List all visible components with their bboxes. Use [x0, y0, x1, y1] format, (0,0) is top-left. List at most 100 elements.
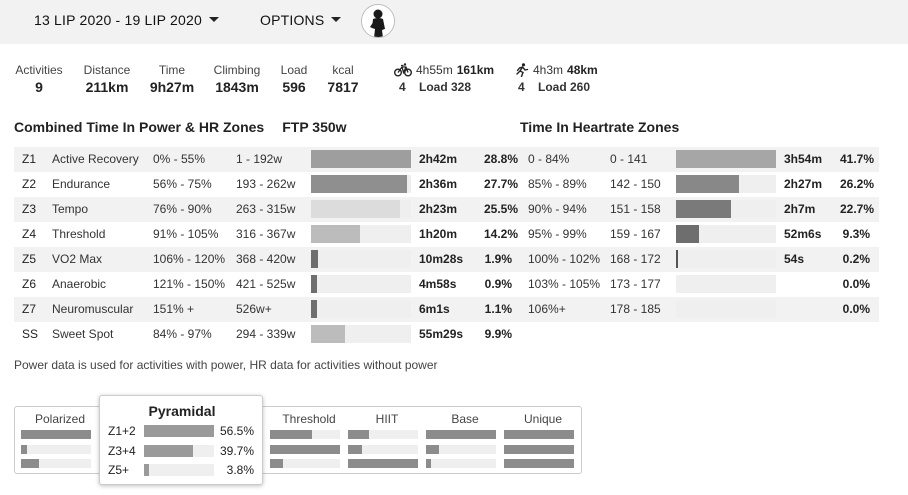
zone-percent: 28.8%: [484, 152, 519, 166]
model-bar: [21, 445, 91, 454]
model-bar-fill: [270, 459, 283, 468]
hr-zone-time: 52m6s: [784, 227, 822, 241]
pyramidal-row-value: 39.7%: [220, 444, 255, 458]
zone-name: Threshold: [52, 227, 106, 241]
zone-watts: 526w+: [236, 302, 272, 316]
stat-kcal: kcal 7817: [326, 63, 360, 95]
model-bar-fill: [348, 430, 369, 439]
hr-zone-time: 2h27m: [784, 177, 823, 191]
hr-zone-bpm: 173 - 177: [610, 277, 661, 291]
athlete-avatar[interactable]: [361, 4, 395, 38]
stat-activities: Activities 9: [14, 63, 64, 95]
hr-zone-time-bar-fill: [676, 200, 731, 218]
zone-row: Z6 Anaerobic 121% - 150% 421 - 525w 4m58s 0.9…: [14, 272, 879, 297]
chevron-down-icon: [208, 17, 219, 22]
hr-zone-percent: 41.7%: [840, 152, 875, 166]
zone-id: Z5: [22, 252, 37, 266]
hr-zone-time: 3h54m: [784, 152, 823, 166]
model-bar: [348, 445, 418, 454]
zone-time-bar: [311, 300, 411, 318]
zone-time-bar-fill: [311, 225, 360, 243]
hr-zone-bpm: 178 - 185: [610, 302, 661, 316]
zone-time: 2h42m: [419, 152, 458, 166]
date-range-label: 13 LIP 2020 - 19 LIP 2020: [34, 12, 202, 28]
run-duration: 4h3m: [533, 63, 564, 77]
hr-zone-pct: 0 - 84%: [528, 152, 570, 166]
model-name: HIIT: [375, 412, 399, 426]
hr-zone-time-bar: [676, 250, 776, 268]
zone-name: Endurance: [52, 177, 111, 191]
hr-zone-bpm: 151 - 158: [610, 202, 661, 216]
hr-zone-percent: 0.2%: [842, 252, 870, 266]
zone-time: 10m28s: [419, 252, 464, 266]
pyramidal-row: Z1+2 56.5%: [100, 424, 264, 438]
ride-load: Load 328: [419, 80, 472, 94]
power-data-note: Power data is used for activities with p…: [14, 358, 438, 372]
zone-name: Tempo: [52, 202, 89, 216]
zone-percent: 1.9%: [484, 252, 512, 266]
hr-zone-time-bar-fill: [676, 175, 739, 193]
zone-id: SS: [22, 327, 39, 341]
power-zones-heading: Combined Time In Power & HR Zones: [14, 119, 265, 135]
zone-percent: 9.9%: [484, 327, 512, 341]
hr-zone-time-bar: [676, 200, 776, 218]
date-range-dropdown[interactable]: 13 LIP 2020 - 19 LIP 2020: [34, 12, 219, 28]
pyramidal-row: Z3+4 39.7%: [100, 444, 264, 458]
zone-row: Z2 Endurance 56% - 75% 193 - 262w 2h36m 27.7%…: [14, 172, 879, 197]
hr-zone-pct: 100% - 102%: [528, 252, 601, 266]
zone-power-pct: 151% +: [153, 302, 195, 316]
hr-zone-pct: 95% - 99%: [528, 227, 587, 241]
model-bar: [21, 430, 91, 439]
zone-time-bar: [311, 225, 411, 243]
stat-label: Climbing: [213, 63, 261, 77]
zone-watts: 193 - 262w: [236, 177, 296, 191]
zone-percent: 27.7%: [484, 177, 519, 191]
model-bar: [348, 459, 418, 468]
hr-zone-time: 2h7m: [784, 202, 816, 216]
ride-distance: 161km: [456, 63, 495, 77]
hr-zone-time-bar-fill: [676, 150, 776, 168]
zone-time-bar: [311, 175, 411, 193]
ride-duration: 4h55m: [416, 63, 453, 77]
stat-label: Time: [158, 63, 186, 77]
pyramidal-row-bar: [144, 445, 214, 457]
model-bar: [504, 459, 574, 468]
hr-zone-time-bar: [676, 150, 776, 168]
model-bar: [504, 445, 574, 454]
zone-row: SS Sweet Spot 84% - 97% 294 - 339w 55m29s 9.9…: [14, 322, 514, 347]
hr-zone-time-bar: [676, 225, 776, 243]
zone-time-bar-fill: [311, 175, 407, 193]
hr-zone-time-bar-fill: [676, 250, 678, 268]
model-bar: [348, 430, 418, 439]
zone-time: 1h20m: [419, 227, 458, 241]
zone-row: Z5 VO2 Max 106% - 120% 368 - 420w 10m28s 1.9%…: [14, 247, 879, 272]
model-name: Base: [451, 412, 479, 426]
zone-time: 2h23m: [419, 202, 458, 216]
zone-power-pct: 56% - 75%: [153, 177, 212, 191]
hr-zone-time-bar: [676, 300, 776, 318]
zone-watts: 421 - 525w: [236, 277, 296, 291]
pyramidal-row-bar-fill: [144, 464, 149, 476]
zone-percent: 25.5%: [484, 202, 519, 216]
options-dropdown[interactable]: OPTIONS: [260, 12, 342, 28]
zone-time-bar-fill: [311, 325, 345, 343]
zone-power-pct: 84% - 97%: [153, 327, 212, 341]
zone-name: Active Recovery: [52, 152, 139, 166]
zone-time-bar-fill: [311, 150, 411, 168]
hr-zone-time-bar: [676, 275, 776, 293]
zone-name: Anaerobic: [52, 277, 107, 291]
model-bar: [426, 430, 496, 439]
hr-zone-percent: 0.0%: [842, 277, 870, 291]
hr-zone-pct: 85% - 89%: [528, 177, 587, 191]
options-label: OPTIONS: [260, 12, 325, 28]
zone-watts: 368 - 420w: [236, 252, 296, 266]
zone-id: Z6: [22, 277, 37, 291]
zone-time-bar: [311, 275, 411, 293]
pyramidal-row-bar-fill: [144, 425, 214, 437]
pyramidal-model-card[interactable]: Pyramidal Z1+2 56.5% Z3+4 39.7% Z5+ 3.8%: [99, 395, 263, 485]
model-bar-fill: [504, 459, 574, 468]
hr-zone-percent: 9.3%: [842, 227, 870, 241]
run-count: 4: [518, 80, 525, 94]
model-name: Threshold: [282, 412, 336, 426]
person-icon: [362, 5, 394, 37]
